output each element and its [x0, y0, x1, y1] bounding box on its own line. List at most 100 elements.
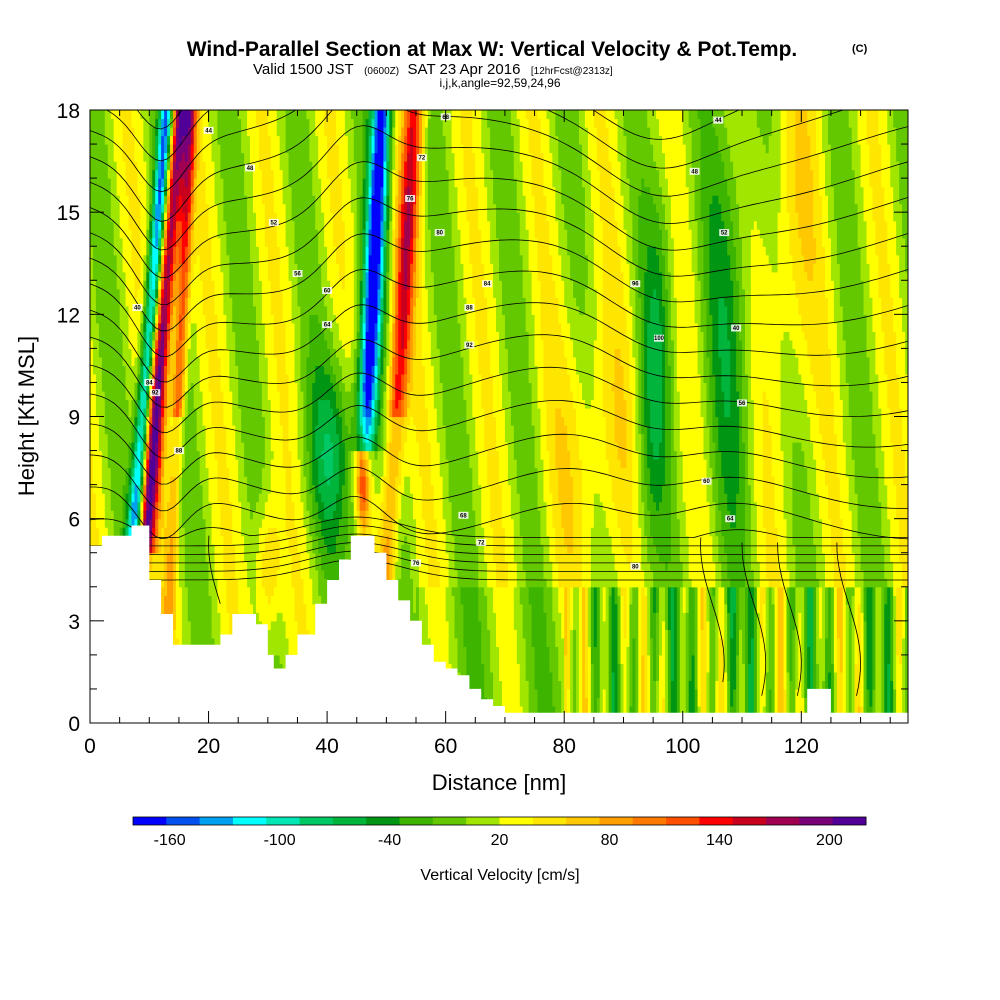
- velocity-cell: [95, 178, 100, 188]
- velocity-cell: [172, 254, 177, 264]
- velocity-cell: [255, 603, 260, 613]
- velocity-cell: [92, 127, 97, 137]
- velocity-cell: [152, 331, 156, 341]
- velocity-cell: [152, 280, 156, 290]
- velocity-cell: [92, 442, 97, 452]
- velocity-cell: [214, 246, 219, 256]
- velocity-cell: [107, 331, 112, 341]
- velocity-cell: [193, 339, 198, 349]
- velocity-cell: [214, 288, 219, 298]
- velocity-cell: [294, 595, 299, 605]
- velocity-cell: [199, 186, 204, 196]
- velocity-cell: [279, 263, 284, 273]
- velocity-cell: [229, 373, 233, 384]
- velocity-cell: [229, 535, 233, 545]
- velocity-cell: [196, 603, 201, 613]
- velocity-cell: [291, 127, 296, 137]
- velocity-cell: [273, 501, 278, 511]
- velocity-cell: [125, 127, 130, 137]
- velocity-cell: [285, 527, 290, 537]
- velocity-cell: [137, 237, 141, 247]
- velocity-cell: [196, 595, 201, 605]
- velocity-cell: [193, 552, 198, 562]
- velocity-cell: [285, 510, 290, 520]
- velocity-cell: [241, 476, 245, 486]
- velocity-cell: [261, 476, 266, 486]
- velocity-cell: [250, 271, 254, 281]
- velocity-cell: [134, 459, 139, 469]
- velocity-cell: [104, 271, 109, 281]
- velocity-cell: [98, 322, 103, 332]
- velocity-cell: [217, 322, 221, 332]
- velocity-cell: [137, 356, 141, 367]
- velocity-cell: [267, 390, 272, 401]
- velocity-cell: [125, 169, 130, 179]
- velocity-cell: [143, 212, 147, 222]
- velocity-cell: [279, 254, 284, 264]
- velocity-cell: [288, 178, 293, 188]
- velocity-cell: [193, 169, 198, 179]
- velocity-cell: [128, 212, 133, 222]
- velocity-cell: [178, 552, 183, 562]
- velocity-cell: [199, 603, 204, 613]
- velocity-cell: [143, 476, 147, 486]
- velocity-cell: [202, 144, 207, 154]
- velocity-cell: [190, 586, 195, 596]
- velocity-cell: [226, 450, 230, 460]
- velocity-cell: [178, 271, 183, 281]
- velocity-cell: [122, 501, 127, 511]
- velocity-cell: [152, 518, 156, 528]
- velocity-cell: [291, 493, 296, 503]
- velocity-cell: [137, 467, 141, 477]
- velocity-cell: [291, 212, 296, 222]
- velocity-cell: [258, 169, 263, 179]
- velocity-cell: [250, 382, 254, 392]
- velocity-cell: [131, 212, 136, 222]
- velocity-cell: [143, 339, 147, 349]
- velocity-cell: [184, 127, 189, 137]
- velocity-cell: [178, 118, 183, 128]
- velocity-cell: [155, 110, 159, 120]
- velocity-cell: [288, 254, 293, 264]
- velocity-cell: [172, 493, 177, 503]
- velocity-cell: [214, 365, 219, 375]
- velocity-cell: [250, 118, 254, 128]
- velocity-cell: [164, 195, 168, 205]
- velocity-cell: [285, 297, 290, 307]
- velocity-cell: [172, 552, 177, 562]
- velocity-cell: [235, 305, 239, 315]
- velocity-cell: [258, 322, 263, 332]
- velocity-cell: [196, 144, 201, 154]
- velocity-cell: [288, 646, 293, 656]
- velocity-cell: [193, 569, 198, 579]
- velocity-cell: [175, 152, 180, 162]
- velocity-cell: [288, 476, 293, 486]
- velocity-cell: [267, 459, 272, 469]
- velocity-cell: [261, 450, 266, 460]
- velocity-cell: [119, 425, 124, 435]
- velocity-cell: [164, 518, 168, 528]
- velocity-cell: [125, 178, 130, 188]
- velocity-cell: [178, 322, 183, 332]
- velocity-cell: [244, 382, 248, 392]
- velocity-cell: [184, 390, 189, 401]
- velocity-cell: [202, 603, 207, 613]
- velocity-cell: [276, 314, 281, 324]
- velocity-cell: [235, 203, 239, 213]
- velocity-cell: [232, 348, 236, 358]
- velocity-cell: [110, 118, 115, 128]
- velocity-cell: [149, 407, 153, 418]
- velocity-cell: [125, 135, 130, 145]
- velocity-cell: [285, 246, 290, 256]
- velocity-cell: [214, 518, 219, 528]
- velocity-cell: [250, 314, 254, 324]
- velocity-cell: [95, 322, 100, 332]
- velocity-cell: [143, 365, 147, 375]
- velocity-cell: [264, 305, 269, 315]
- velocity-cell: [158, 450, 162, 460]
- velocity-cell: [143, 237, 147, 247]
- velocity-cell: [288, 297, 293, 307]
- velocity-cell: [143, 152, 147, 162]
- velocity-cell: [267, 561, 272, 571]
- velocity-cell: [95, 144, 100, 154]
